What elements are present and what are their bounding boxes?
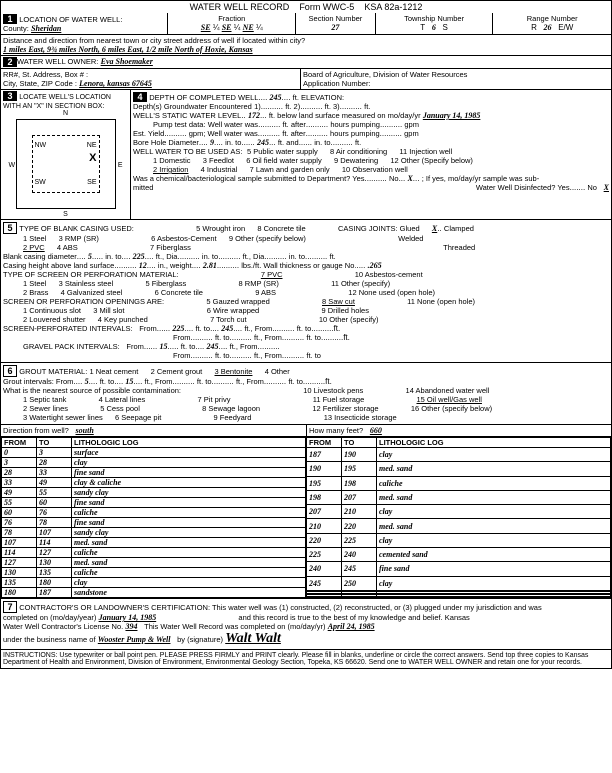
log-row: 225240cemented sand: [307, 547, 611, 561]
frac2: SE: [222, 23, 232, 32]
log-row: 240245fine sand: [307, 562, 611, 576]
log-row: 7678fine sand: [2, 518, 306, 528]
log-row: 130135caliche: [2, 568, 306, 578]
section-1-box: 1: [3, 14, 17, 24]
log-row: 187190clay: [307, 448, 611, 462]
casing-title: TYPE OF BLANK CASING USED:: [19, 224, 134, 233]
county-label: County:: [3, 24, 29, 33]
twp-s: S: [443, 23, 448, 32]
addr-label: RR#, St. Address, Box # :: [3, 70, 88, 79]
log-table-right: FROM TO LITHOLOGIC LOG 187190clay190195m…: [306, 437, 611, 598]
log-row: 135180clay: [2, 578, 306, 588]
owner-name: Eva Shoemaker: [101, 57, 153, 67]
section-3-box: 3: [3, 91, 17, 101]
section-6-box: 6: [3, 365, 17, 377]
city-value: Lenora, kansas 67645: [79, 79, 152, 88]
water-well-record-form: WATER WELL RECORD Form WWC-5 KSA 82a-121…: [0, 0, 612, 669]
log-row: 78107sandy clay: [2, 528, 306, 538]
app-label: Application Number:: [303, 79, 371, 88]
rng-num: 26: [544, 23, 552, 32]
statute: KSA 82a-1212: [364, 2, 422, 12]
log-row: 107114med. sand: [2, 538, 306, 548]
distance-label: Distance and direction from nearest town…: [3, 36, 609, 45]
lithologic-log-section: FROM TO LITHOLOGIC LOG 03surface328clay2…: [1, 437, 611, 599]
feet-value: 660: [370, 426, 382, 435]
direction-value: south: [76, 426, 94, 435]
log-row: 6076caliche: [2, 508, 306, 518]
log-row: 180187sandstone: [2, 588, 306, 598]
log-row: [307, 596, 611, 598]
log-row: 210220med. sand: [307, 519, 611, 533]
log-row: 195198caliche: [307, 476, 611, 490]
log-row: 198207med. sand: [307, 490, 611, 504]
board-label: Board of Agriculture, Division of Water …: [303, 70, 467, 79]
location-box: NW NE SW SE W E X: [16, 119, 116, 209]
frac1: SE: [201, 23, 211, 32]
title: WATER WELL RECORD: [190, 2, 290, 12]
instructions: INSTRUCTIONS: Use typewriter or ball poi…: [1, 650, 611, 668]
distance-value: 1 miles East, 9¾ miles North, 6 miles Ea…: [3, 45, 609, 54]
owner-title: WATER WELL OWNER:: [17, 57, 98, 67]
log-row: 2833fine sand: [2, 468, 306, 478]
disinfect-x: X: [604, 183, 609, 192]
county-value: Sheridan: [31, 24, 61, 33]
frac3: NE: [243, 23, 254, 32]
log-row: 5560fine sand: [2, 498, 306, 508]
form-header: WATER WELL RECORD Form WWC-5 KSA 82a-121…: [1, 1, 611, 13]
location-title: LOCATION OF WATER WELL:: [19, 15, 122, 24]
depth-title: DEPTH OF COMPLETED WELL: [149, 93, 258, 102]
section-4-box: 4: [133, 92, 147, 102]
cert-date: January 14, 1985: [99, 613, 157, 622]
range-label: Range Number: [527, 14, 578, 23]
log-row: 3349clay & caliche: [2, 478, 306, 488]
business-name: Wooster Pump & Well: [98, 635, 171, 644]
log-row: 127130med. sand: [2, 558, 306, 568]
log-row: 207210clay: [307, 505, 611, 519]
log-row: 114127caliche: [2, 548, 306, 558]
locate-title: LOCATE WELL'S LOCATION WITH AN "X" IN SE…: [3, 94, 111, 110]
twp-num: 6: [432, 23, 436, 32]
depth-value: 245: [270, 93, 282, 102]
chem-x: X: [407, 174, 412, 183]
log-row: 328clay: [2, 458, 306, 468]
section-5-box: 5: [3, 222, 17, 234]
section-value: 27: [331, 23, 339, 32]
log-table-left: FROM TO LITHOLOGIC LOG 03surface328clay2…: [1, 437, 306, 598]
cert-date2: April 24, 1985: [328, 622, 375, 631]
x-marker: X: [89, 152, 96, 164]
section-7-box: 7: [3, 601, 17, 613]
form-number: Form WWC-5: [299, 2, 354, 12]
township-label: Township Number: [404, 14, 464, 23]
static-date: January 14, 1985: [423, 111, 481, 120]
rng-ew: E/W: [558, 23, 573, 32]
signature: Walt Walt: [225, 631, 281, 646]
cert-title: CONTRACTOR'S OR LANDOWNER'S CERTIFICATIO…: [19, 603, 541, 612]
fraction-label: Fraction: [218, 14, 245, 23]
section-2-box: 2: [3, 57, 17, 67]
bore-to: 245: [257, 138, 269, 147]
log-row: 245250clay: [307, 576, 611, 590]
location-row: 1 LOCATION OF WATER WELL: County: Sherid…: [1, 13, 611, 35]
twp-t: T: [420, 23, 425, 32]
city-label: City, State, ZIP Code :: [3, 79, 77, 88]
log-row: 190195med. sand: [307, 462, 611, 476]
rng-r: R: [531, 23, 537, 32]
section-label: Section Number: [309, 14, 363, 23]
log-row: 03surface: [2, 448, 306, 458]
log-row: 4955sandy clay: [2, 488, 306, 498]
license-no: 394: [125, 622, 137, 631]
log-row: 220225clay: [307, 533, 611, 547]
static-value: 172: [248, 111, 260, 120]
